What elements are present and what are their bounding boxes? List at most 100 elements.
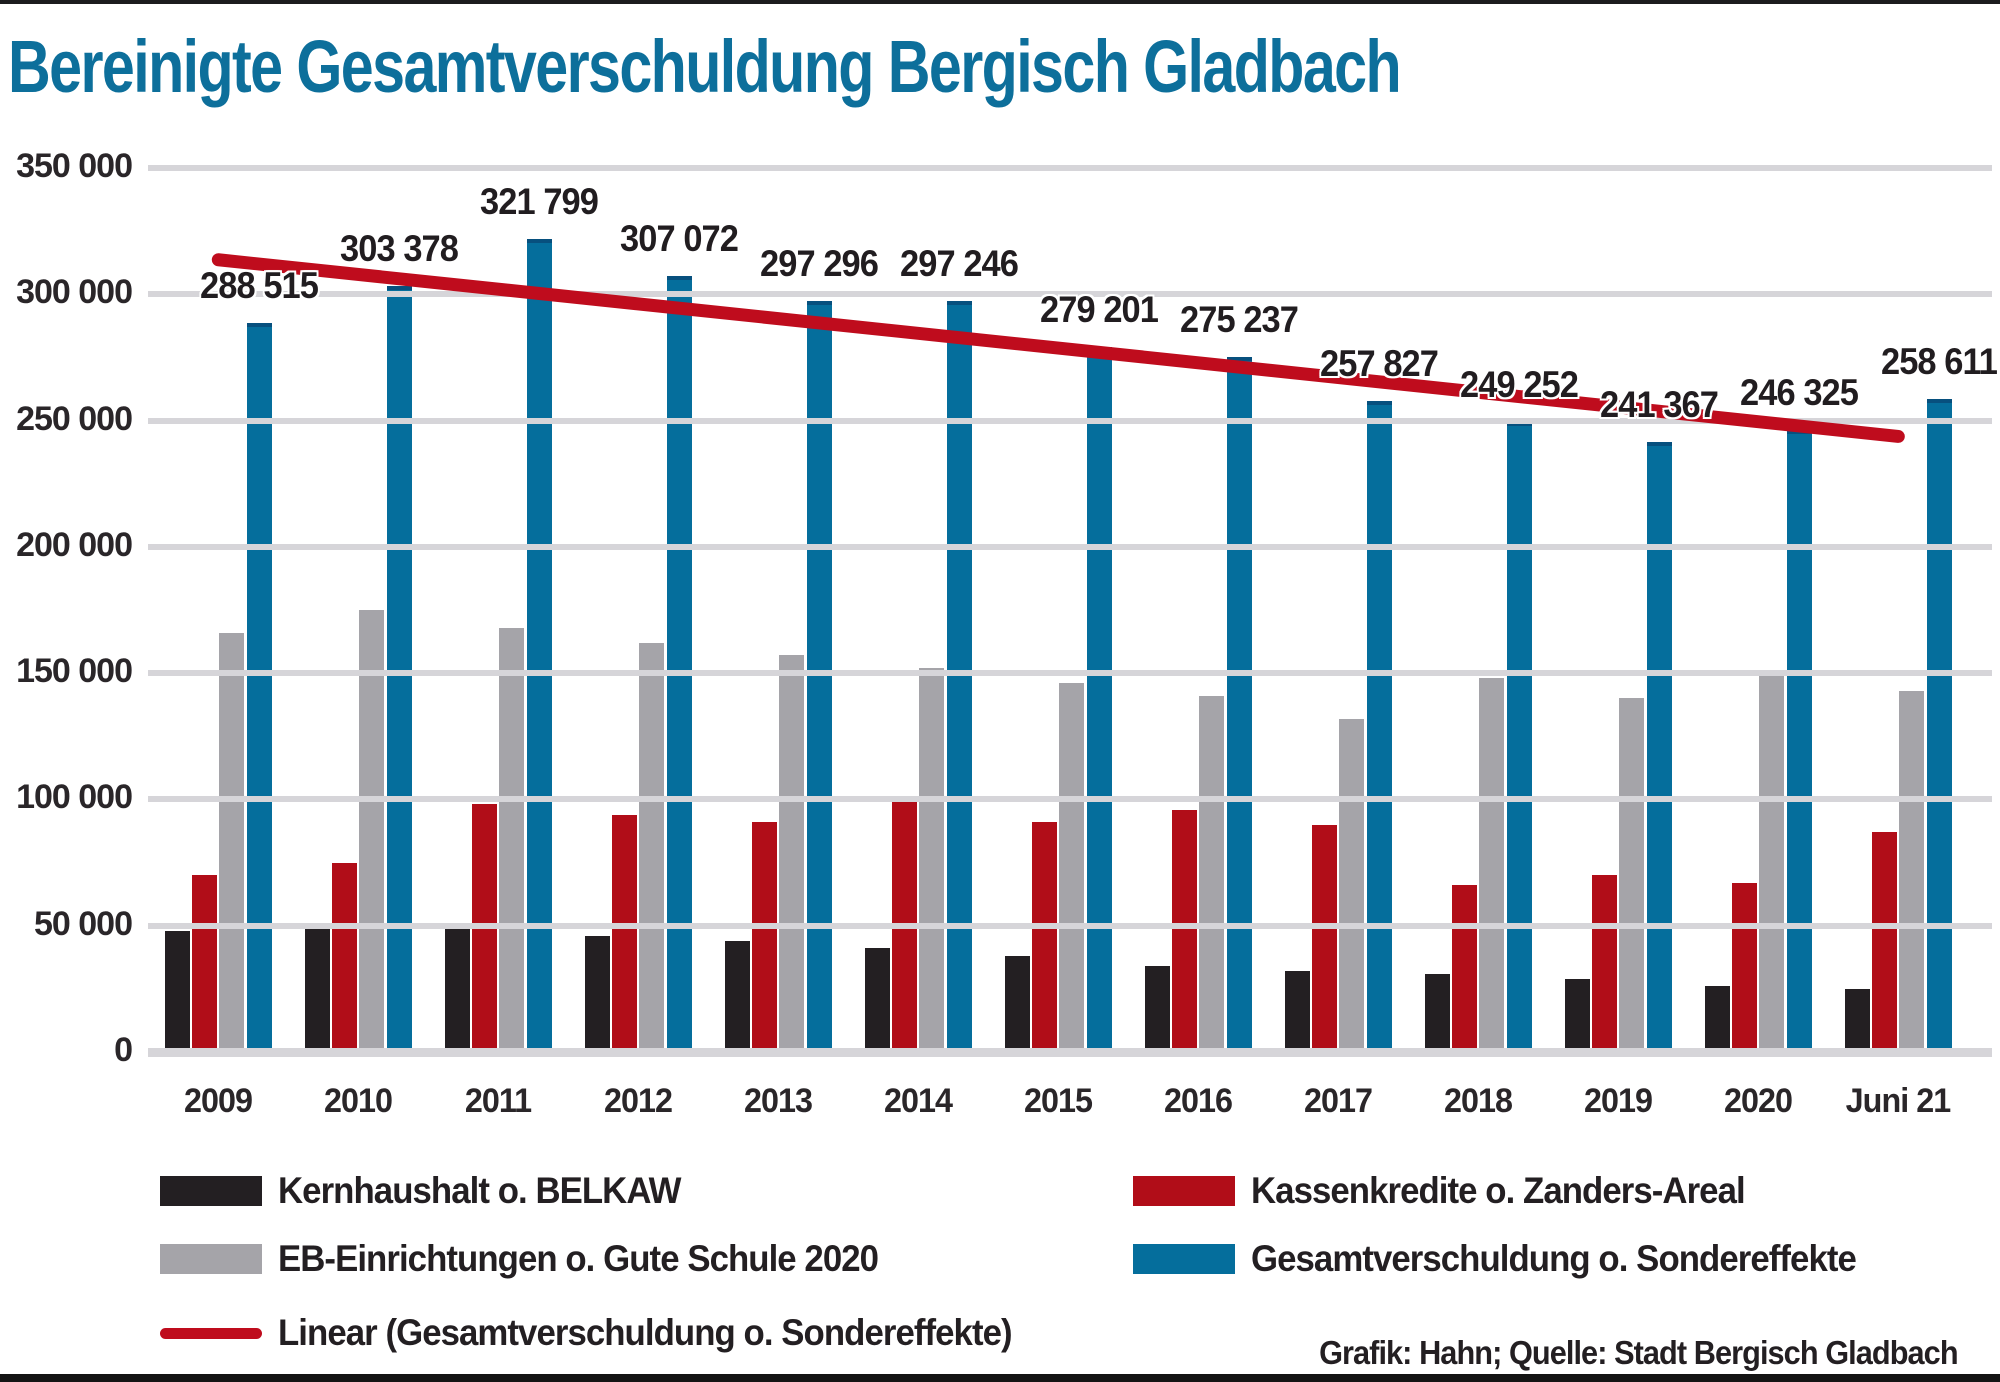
bar-2015-series-1 — [1032, 822, 1058, 1052]
bar-2012-series-2 — [639, 642, 665, 1052]
plot-area: 288 515 303 378 321 799 307 072 297 296 297 2… — [148, 165, 1998, 1057]
bar-2020-series-1 — [1732, 882, 1758, 1052]
data-label-2016: 275 237 — [1180, 298, 1299, 340]
bar-Juni21-series-2 — [1899, 690, 1925, 1052]
legend-item-kernhaushalt: Kernhaushalt o. BELKAW — [160, 1170, 706, 1212]
source-credit: Grafik: Hahn; Quelle: Stadt Bergisch Gla… — [1319, 1334, 1959, 1371]
gridline-150000 — [148, 670, 1992, 677]
legend-label: EB-Einrichtungen o. Gute Schule 2020 — [278, 1238, 879, 1279]
data-label-Juni21: 258 611 — [1881, 340, 1998, 382]
bar-2017-series-0 — [1285, 971, 1310, 1052]
bar-2016-series-0 — [1145, 966, 1170, 1052]
bottom-border — [0, 1374, 2000, 1382]
bar-2015-series-3 — [1086, 346, 1112, 1052]
trendline-swatch — [160, 1327, 262, 1339]
bar-Juni21-series-0 — [1845, 988, 1870, 1052]
gesamtverschuldung-swatch — [1133, 1244, 1235, 1274]
y-tick-label: 300 000 — [16, 273, 133, 312]
bar-2016-series-1 — [1172, 809, 1198, 1052]
data-label-2019: 241 367 — [1600, 384, 1719, 426]
page-title: Bereinigte Gesamtverschuldung Bergisch G… — [8, 25, 1402, 108]
x-tick-label-2017: 2017 — [1304, 1082, 1373, 1120]
data-label-2020: 246 325 — [1740, 371, 1859, 413]
x-tick-label-Juni21: Juni 21 — [1845, 1082, 1952, 1120]
y-tick-label: 350 000 — [16, 147, 133, 185]
legend-item-kassenkredite: Kassenkredite o. Zanders-Areal — [1133, 1170, 1776, 1212]
kassenkredite-swatch — [1133, 1176, 1235, 1206]
legend-item-linear-trend: Linear (Gesamtverschuldung o. Sondereffe… — [160, 1312, 1058, 1354]
bar-2016-series-3 — [1226, 356, 1252, 1052]
x-tick-label-2016: 2016 — [1164, 1082, 1233, 1120]
bar-2014-series-0 — [865, 948, 890, 1052]
y-tick-label: 50 000 — [34, 904, 133, 943]
bar-2009-series-2 — [219, 632, 245, 1052]
bar-2018-series-2 — [1479, 678, 1505, 1052]
bar-2013-series-0 — [725, 940, 750, 1052]
data-label-2017: 257 827 — [1320, 342, 1439, 384]
bar-2012-series-0 — [585, 935, 610, 1052]
bar-2020-series-3 — [1786, 429, 1812, 1052]
x-tick-label-2014: 2014 — [884, 1082, 953, 1120]
data-label-2010: 303 378 — [340, 227, 459, 269]
bar-2016-series-2 — [1199, 695, 1225, 1052]
bar-2019-series-0 — [1565, 978, 1590, 1052]
y-tick-label: 200 000 — [16, 525, 133, 564]
bar-2011-series-3 — [526, 239, 552, 1052]
gridline-50000 — [148, 922, 1992, 929]
bar-2017-series-2 — [1339, 718, 1365, 1052]
bar-2013-series-1 — [752, 822, 778, 1052]
legend-item-gesamtverschuldung: Gesamtverschuldung o. Sondereffekte — [1133, 1238, 1895, 1280]
bar-2014-series-2 — [919, 668, 945, 1052]
bar-2018-series-3 — [1506, 422, 1532, 1052]
x-tick-label-2010: 2010 — [324, 1082, 393, 1120]
y-tick-label: 250 000 — [16, 399, 133, 438]
data-label-2013: 297 296 — [760, 243, 879, 285]
bar-Juni21-series-1 — [1872, 832, 1898, 1052]
data-label-2014: 297 246 — [900, 243, 1019, 285]
bar-2019-series-1 — [1592, 875, 1618, 1052]
bar-2009-series-1 — [192, 875, 218, 1052]
bar-2017-series-1 — [1312, 824, 1338, 1052]
bar-2019-series-2 — [1619, 698, 1645, 1052]
bar-2010-series-1 — [332, 862, 358, 1052]
bar-2009-series-3 — [246, 323, 272, 1052]
kernhaushalt-swatch — [160, 1176, 262, 1206]
bar-2012-series-1 — [612, 814, 638, 1052]
x-tick-label-2009: 2009 — [184, 1082, 253, 1120]
legend-item-eb-einrichtungen: EB-Einrichtungen o. Gute Schule 2020 — [160, 1238, 916, 1280]
gridline-200000 — [148, 543, 1992, 550]
data-label-2009: 288 515 — [200, 265, 319, 307]
bar-2013-series-2 — [779, 655, 805, 1052]
bar-Juni21-series-3 — [1926, 398, 1952, 1052]
x-tick-label-2015: 2015 — [1024, 1082, 1093, 1120]
bar-2015-series-2 — [1059, 683, 1085, 1052]
data-label-2011: 321 799 — [480, 181, 599, 223]
bar-2020-series-2 — [1759, 675, 1785, 1052]
bar-2010-series-2 — [359, 610, 385, 1052]
bar-2017-series-3 — [1366, 400, 1392, 1052]
y-tick-label: 150 000 — [16, 652, 133, 691]
x-tick-label-2018: 2018 — [1444, 1082, 1513, 1120]
gridline-100000 — [148, 796, 1992, 803]
bar-2015-series-0 — [1005, 956, 1030, 1052]
gridline-350000 — [148, 165, 1992, 171]
x-tick-label-2019: 2019 — [1584, 1082, 1653, 1120]
bar-2011-series-0 — [445, 928, 470, 1052]
bar-2018-series-0 — [1425, 973, 1450, 1052]
gridline-250000 — [148, 417, 1992, 424]
x-tick-label-2011: 2011 — [465, 1082, 532, 1120]
linear-trendline — [211, 253, 1905, 443]
x-tick-label-2012: 2012 — [604, 1082, 673, 1120]
y-tick-label: 0 — [114, 1031, 133, 1069]
y-tick-label: 100 000 — [16, 778, 133, 817]
bar-2020-series-0 — [1705, 986, 1730, 1052]
data-label-2018: 249 252 — [1460, 364, 1579, 406]
eb-einrichtungen-swatch — [160, 1244, 262, 1274]
data-label-2015: 279 201 — [1040, 288, 1159, 330]
top-border — [0, 0, 2000, 4]
bar-2010-series-0 — [305, 928, 330, 1052]
legend-label: Kassenkredite o. Zanders-Areal — [1251, 1170, 1746, 1211]
x-tick-label-2020: 2020 — [1724, 1082, 1793, 1120]
legend-label: Kernhaushalt o. BELKAW — [278, 1170, 681, 1211]
